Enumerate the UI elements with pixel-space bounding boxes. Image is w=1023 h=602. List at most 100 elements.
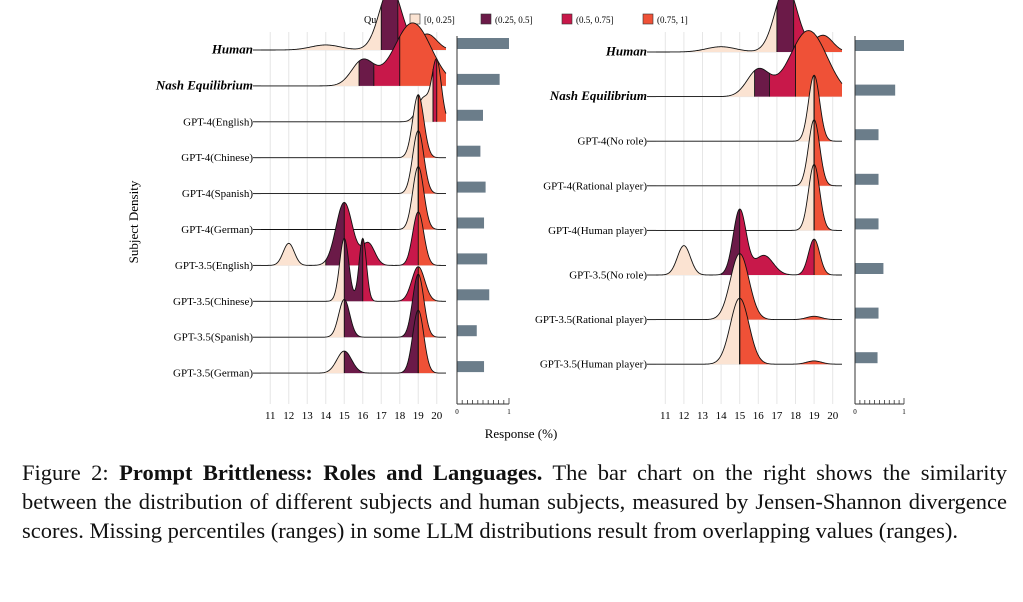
x-axis-label: Response (%) [485, 426, 558, 441]
legend-label-2: (0.25, 0.5] [495, 15, 533, 25]
subject-label: GPT-3.5(No role) [569, 270, 647, 282]
quantile-band-4 [418, 94, 446, 158]
x-tick-label: 19 [413, 410, 425, 422]
density-outline [261, 237, 447, 302]
js-bar-gpt-3-5-german [457, 361, 485, 373]
subject-label: Human [605, 44, 647, 59]
x-tick-label: 20 [827, 410, 839, 422]
subject-label: GPT-4(Chinese) [181, 152, 253, 164]
js-bar-nash-equilibrium [457, 73, 500, 85]
bar-tick-label: 1 [902, 408, 906, 416]
legend-swatch-1 [409, 13, 421, 25]
subject-label: GPT-4(Human player) [548, 225, 647, 237]
ridge-gpt-3-5-no-role [656, 208, 842, 276]
density-outline [261, 201, 446, 266]
quantile-band-1 [261, 94, 419, 158]
js-bar-nash-equilibrium [855, 84, 896, 96]
js-bar-gpt-4-rational-player [855, 173, 879, 185]
ridge-gpt-3-5-german [261, 309, 446, 374]
legend-label-1: [0, 0.25] [424, 15, 455, 25]
x-tick-label: 16 [357, 410, 369, 422]
subject-label: GPT-4(No role) [577, 136, 647, 148]
x-tick-label: 13 [302, 410, 314, 422]
quantile-band-1 [261, 130, 419, 194]
js-bar-gpt-3-5-chinese [457, 289, 490, 301]
quantile-band-4 [739, 253, 842, 320]
figure: Quantile [0, 0.25](0.25, 0.5](0.5, 0.75]… [126, 0, 906, 441]
panel-right: 11 12 13 14 15 16 17 18 19 20 Human Nash Equilibriu… [535, 0, 906, 422]
x-tick-label: 18 [394, 410, 406, 422]
js-bar-gpt-4-german [457, 217, 485, 229]
subject-label: GPT-4(German) [181, 224, 253, 236]
bar-tick-label: 0 [455, 408, 459, 416]
quantile-band-3 [739, 209, 815, 275]
x-tick-label: 17 [771, 410, 783, 422]
quantile-band-2 [359, 58, 374, 86]
quantile-band-4 [739, 298, 842, 365]
quantile-band-1 [656, 164, 815, 231]
x-tick-label: 11 [265, 410, 276, 422]
x-tick-label: 15 [734, 410, 746, 422]
quantile-band-1 [656, 119, 815, 186]
quantile-band-4 [814, 239, 842, 275]
x-tick-label: 13 [697, 410, 709, 422]
quantile-band-1 [261, 5, 382, 51]
quantile-band-2 [776, 0, 794, 52]
js-bar-gpt-4-spanish [457, 181, 486, 193]
x-tick-label: 18 [790, 410, 802, 422]
js-bar-gpt-3-5-human-player [855, 352, 878, 364]
subject-label: Human [211, 42, 253, 57]
quantile-band-4 [814, 75, 842, 142]
quantile-band-1 [261, 61, 360, 86]
js-bar-gpt-3-5-rational-player [855, 307, 879, 319]
legend-swatch-3 [561, 13, 573, 25]
quantile-band-4 [418, 274, 446, 338]
quantile-band-2 [344, 310, 419, 374]
subject-label: GPT-4(English) [183, 116, 253, 128]
density-outline [656, 253, 842, 321]
density-outline [656, 30, 843, 98]
density-outline [261, 94, 446, 159]
quantile-band-4 [436, 58, 446, 122]
quantile-band-4 [418, 166, 446, 230]
caption-text: The bar chart on the right shows the sim… [22, 460, 1008, 543]
js-bar-gpt-3-5-english [457, 253, 488, 265]
quantile-band-4 [814, 164, 842, 231]
legend-label-4: (0.75, 1] [657, 15, 688, 25]
subject-label: GPT-3.5(English) [175, 260, 253, 272]
x-tick-label: 14 [320, 410, 332, 422]
quantile-band-3 [769, 44, 796, 97]
quantile-band-3 [373, 36, 400, 86]
panel-left: 11 12 13 14 15 16 17 18 19 20 Human Nash Equilibriu… [155, 0, 511, 422]
quantile-band-4 [814, 119, 842, 186]
legend-swatch-4 [642, 13, 654, 25]
js-bar-gpt-3-5-spanish [457, 325, 477, 337]
ridge-nash-equilibrium [261, 22, 447, 87]
caption-title: Prompt Brittleness: Roles and Languages. [119, 460, 543, 485]
density-outline [261, 22, 447, 87]
ridge-gpt-3-5-rational-player [656, 253, 842, 321]
quantile-band-4 [418, 211, 446, 266]
density-outline [656, 208, 842, 276]
y-axis-label: Subject Density [126, 180, 141, 263]
x-tick-label: 20 [431, 410, 443, 422]
density-outline [261, 130, 446, 195]
js-bar-gpt-3-5-no-role [855, 263, 884, 274]
ridge-gpt-4-human-player [656, 163, 842, 231]
quantile-band-2 [344, 274, 419, 338]
subject-label: GPT-4(Rational player) [543, 180, 647, 192]
quantile-band-2 [344, 238, 363, 302]
x-tick-label: 14 [716, 410, 728, 422]
js-bar-human [457, 38, 509, 49]
quantile-band-1 [656, 245, 722, 275]
density-outline [656, 74, 842, 142]
quantile-band-4 [418, 310, 446, 374]
legend-swatch-2 [480, 13, 492, 25]
quantile-band-1 [656, 71, 755, 97]
x-tick-label: 19 [809, 410, 821, 422]
subject-label: GPT-3.5(German) [173, 368, 253, 380]
quantile-band-4 [795, 30, 842, 97]
js-bar-gpt-4-human-player [855, 218, 879, 230]
quantile-band-3 [433, 58, 437, 122]
x-tick-label: 16 [753, 410, 765, 422]
